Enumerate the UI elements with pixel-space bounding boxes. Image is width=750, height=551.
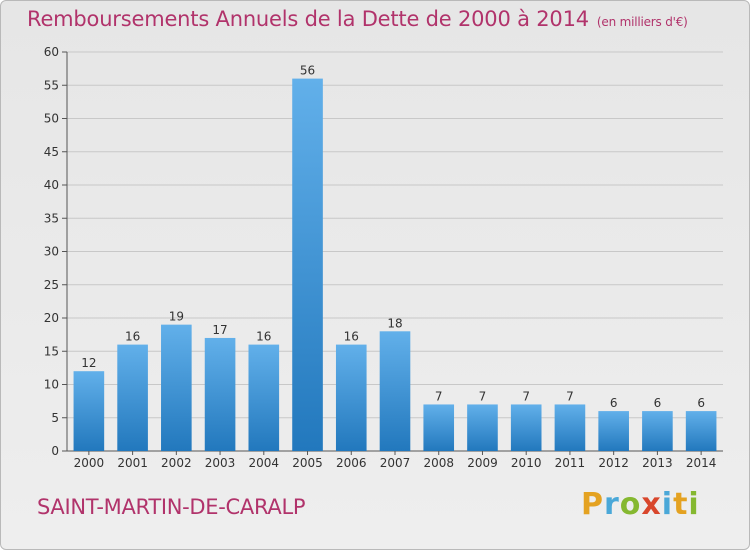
chart-title-text: Remboursements Annuels de la Dette de 20… xyxy=(27,7,589,31)
logo-letter: i xyxy=(688,487,700,522)
x-tick-label: 2010 xyxy=(511,456,542,470)
y-tick-label: 20 xyxy=(44,311,59,325)
x-tick-label: 2011 xyxy=(555,456,586,470)
bar xyxy=(335,344,367,451)
y-tick-label: 55 xyxy=(44,78,59,92)
chart-subtitle: (en milliers d'€) xyxy=(596,15,688,29)
logo-letter: r xyxy=(604,487,620,522)
bar xyxy=(642,411,673,451)
bar xyxy=(685,411,717,451)
x-tick-label: 2003 xyxy=(205,456,236,470)
bar xyxy=(598,411,629,451)
bar xyxy=(73,371,105,451)
x-tick-label: 2013 xyxy=(642,456,673,470)
logo-letter: x xyxy=(641,487,662,522)
bar-value-label: 16 xyxy=(125,330,140,344)
logo-letter: P xyxy=(581,487,604,522)
bar xyxy=(510,404,542,451)
bar-value-label: 6 xyxy=(654,396,662,410)
value-labels: 12 16 19 17 16 56 16 18 7 7 7 7 6 6 6 xyxy=(81,64,705,411)
logo-letter: o xyxy=(619,487,642,522)
x-tick-label: 2002 xyxy=(161,456,192,470)
x-tick-label: 2006 xyxy=(336,456,367,470)
y-tick-label: 50 xyxy=(44,112,59,126)
x-tick-label: 2001 xyxy=(117,456,148,470)
bar-value-label: 7 xyxy=(435,389,443,403)
bar-value-label: 7 xyxy=(522,389,530,403)
bar xyxy=(423,404,455,451)
y-tick-label: 45 xyxy=(44,145,59,159)
x-tick-label: 2004 xyxy=(249,456,280,470)
x-tick-label: 2007 xyxy=(380,456,411,470)
y-tick-label: 0 xyxy=(51,444,59,458)
x-tick-label: 2008 xyxy=(423,456,454,470)
x-tick-label: 2012 xyxy=(598,456,629,470)
y-tick-label: 35 xyxy=(44,211,59,225)
y-tick-label: 60 xyxy=(44,45,59,59)
bars xyxy=(73,78,717,451)
x-tick-label: 2005 xyxy=(292,456,323,470)
y-tick-label: 25 xyxy=(44,278,59,292)
bar xyxy=(248,344,280,451)
bar-value-label: 6 xyxy=(697,396,705,410)
bar-value-label: 6 xyxy=(610,396,618,410)
logo-letter: t xyxy=(673,487,689,522)
bar-value-label: 19 xyxy=(169,310,184,324)
bar-value-label: 16 xyxy=(344,330,359,344)
bar-value-label: 56 xyxy=(300,64,315,78)
bar xyxy=(379,331,411,451)
bar xyxy=(467,404,498,451)
commune-name: SAINT-MARTIN-DE-CARALP xyxy=(37,495,306,519)
x-tick-label: 2000 xyxy=(74,456,105,470)
x-tick-labels: 2000 2001 2002 2003 2004 2005 2006 2007 2008 2009… xyxy=(74,456,717,470)
y-tick-label: 5 xyxy=(51,411,59,425)
y-tick-label: 15 xyxy=(44,344,59,358)
chart-title: Remboursements Annuels de la Dette de 20… xyxy=(27,7,688,31)
bar-value-label: 12 xyxy=(81,356,96,370)
y-tick-label: 40 xyxy=(44,178,59,192)
y-tick-labels: 0 5 10 15 20 25 30 35 40 45 50 55 60 xyxy=(44,45,59,458)
bar xyxy=(117,344,148,451)
bar-value-label: 17 xyxy=(212,323,227,337)
bar xyxy=(204,337,236,451)
y-tick-label: 10 xyxy=(44,378,59,392)
bar xyxy=(554,404,586,451)
bar xyxy=(292,78,323,451)
bar-value-label: 7 xyxy=(566,389,574,403)
proxiti-logo: Proxiti xyxy=(581,487,700,522)
y-tick-label: 30 xyxy=(44,245,59,259)
bar-value-label: 7 xyxy=(479,389,487,403)
bar xyxy=(161,324,192,451)
x-tick-label: 2009 xyxy=(467,456,498,470)
logo-letter: i xyxy=(661,487,674,522)
bar-value-label: 16 xyxy=(256,330,271,344)
x-tick-label: 2014 xyxy=(686,456,717,470)
bar-value-label: 18 xyxy=(387,316,402,330)
